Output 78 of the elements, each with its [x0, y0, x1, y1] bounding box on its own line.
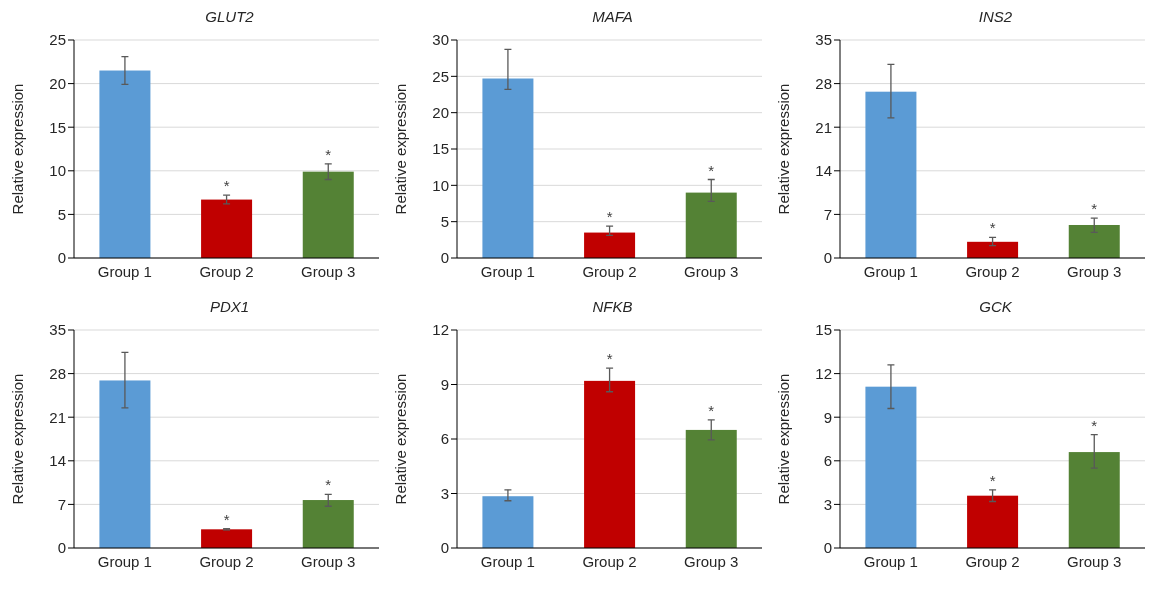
annotation: *: [325, 145, 332, 163]
y-tick-label: 12: [815, 364, 832, 382]
chart-title: INS2: [977, 8, 1014, 27]
y-tick-label: 6: [823, 452, 832, 470]
y-axis-title: Relative expression: [392, 83, 410, 215]
y-tick-label: 9: [823, 408, 832, 426]
y-tick-label: 3: [440, 484, 449, 502]
x-tick-label: Group 2: [199, 552, 254, 570]
y-tick-label: 14: [49, 452, 66, 470]
annotation: *: [606, 350, 613, 368]
y-tick-label: 3: [823, 495, 832, 513]
annotation: *: [708, 161, 715, 179]
chart-title: GCK: [978, 298, 1013, 317]
chart-title: MAFA: [591, 8, 634, 27]
x-tick-label: Group 2: [199, 262, 254, 280]
annotation: *: [989, 471, 996, 489]
y-tick-label: 6: [440, 430, 449, 448]
y-tick-label: 7: [57, 495, 66, 513]
y-axis-title: Relative expression: [392, 373, 410, 505]
x-tick-label: Group 1: [97, 552, 152, 570]
y-tick-label: 0: [57, 249, 66, 267]
y-tick-label: 12: [432, 321, 449, 339]
x-tick-label: Group 3: [684, 262, 739, 280]
y-tick-label: 15: [815, 321, 832, 339]
chart-title: PDX1: [208, 298, 251, 317]
y-tick-label: 0: [823, 249, 832, 267]
y-axis-title: Relative expression: [775, 83, 793, 215]
annotation: *: [1091, 200, 1098, 218]
y-axis-title: Relative expression: [9, 373, 27, 505]
annotation: *: [1091, 416, 1098, 434]
y-tick-label: 20: [49, 74, 66, 92]
x-tick-label: Group 3: [1067, 552, 1122, 570]
y-tick-label: 10: [49, 162, 66, 180]
y-tick-label: 14: [815, 162, 832, 180]
annotation: *: [223, 510, 230, 528]
y-tick-label: 35: [49, 321, 66, 339]
y-tick-label: 30: [432, 31, 449, 49]
x-tick-label: Group 3: [301, 552, 356, 570]
x-tick-label: Group 2: [965, 552, 1020, 570]
y-tick-label: 21: [815, 118, 832, 136]
x-tick-label: Group 1: [863, 552, 918, 570]
x-tick-label: Group 1: [863, 262, 918, 280]
x-tick-label: Group 3: [1067, 262, 1122, 280]
y-tick-label: 20: [432, 103, 449, 121]
y-tick-label: 7: [823, 205, 832, 223]
x-tick-label: Group 2: [582, 552, 637, 570]
annotation: *: [708, 401, 715, 419]
y-tick-label: 25: [432, 67, 449, 85]
y-tick-label: 0: [440, 249, 449, 267]
x-tick-label: Group 2: [965, 262, 1020, 280]
y-tick-label: 28: [49, 364, 66, 382]
y-tick-label: 25: [49, 31, 66, 49]
y-axis-title: Relative expression: [775, 373, 793, 505]
y-tick-label: 5: [57, 205, 66, 223]
y-tick-label: 35: [815, 31, 832, 49]
annotation: *: [606, 208, 613, 226]
x-tick-label: Group 1: [480, 552, 535, 570]
x-tick-label: Group 3: [301, 262, 356, 280]
y-tick-label: 0: [57, 539, 66, 557]
annotation: *: [325, 476, 332, 494]
y-tick-label: 5: [440, 212, 449, 230]
annotation: *: [989, 219, 996, 237]
chart-title: NFKB: [591, 298, 634, 317]
y-tick-label: 15: [432, 140, 449, 158]
x-tick-label: Group 1: [480, 262, 535, 280]
y-tick-label: 10: [432, 176, 449, 194]
y-tick-label: 0: [823, 539, 832, 557]
x-tick-label: Group 1: [97, 262, 152, 280]
y-tick-label: 28: [815, 74, 832, 92]
chart-title: GLUT2: [204, 8, 255, 27]
x-tick-label: Group 2: [582, 262, 637, 280]
y-tick-label: 21: [49, 408, 66, 426]
x-tick-label: Group 3: [684, 552, 739, 570]
annotation: *: [223, 177, 230, 195]
y-tick-label: 0: [440, 539, 449, 557]
y-axis-title: Relative expression: [9, 83, 27, 215]
y-tick-label: 15: [49, 118, 66, 136]
y-tick-label: 9: [440, 375, 449, 393]
